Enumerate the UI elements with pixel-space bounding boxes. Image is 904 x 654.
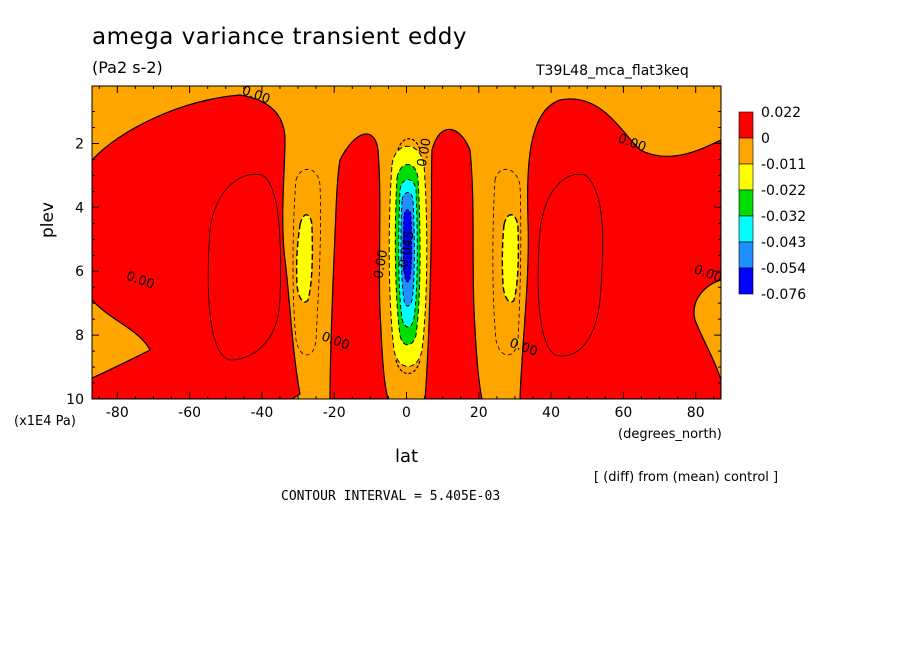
colorbar-label: -0.054 [761, 261, 806, 277]
contour-label: 0.00 [415, 137, 435, 168]
colorbar: 0.022 0 -0.011 -0.022 -0.032 -0.043 -0.054 -0.0… [738, 105, 806, 303]
y-axis-units: (x1E4 Pa) [14, 414, 76, 429]
red-region-left-outer [92, 94, 301, 399]
colorbar-swatch [738, 163, 754, 191]
y-tick-label: 4 [75, 200, 84, 216]
contour-label: 0.00 [371, 249, 391, 280]
x-tick-label: 60 [614, 405, 632, 421]
x-tick-label: -40 [250, 405, 273, 421]
contour-line [537, 173, 604, 357]
red-region-right-inner [424, 128, 483, 399]
x-tick-label: 40 [542, 405, 560, 421]
contour-line-dashed [395, 138, 421, 375]
x-tick-label: -80 [106, 405, 129, 421]
colorbar-swatch [738, 189, 754, 217]
diff-note: [ (diff) from (mean) control ] [594, 470, 779, 485]
contour-label: -0.045 [396, 230, 418, 274]
chart-title: amega variance transient eddy [92, 24, 468, 50]
colorbar-label: -0.076 [761, 287, 806, 303]
colorbar-label: -0.032 [761, 209, 806, 225]
x-tick-label: -60 [178, 405, 201, 421]
colorbar-swatch [738, 267, 754, 295]
x-tick-label: 0 [402, 405, 411, 421]
x-axis-units: (degrees_north) [618, 427, 722, 442]
x-tick-label: 80 [687, 405, 705, 421]
yellow-minimum-right [501, 214, 520, 303]
x-axis-ticks: -80 -60 -40 -20 0 20 40 60 80 [98, 86, 715, 421]
yellow-minimum-left [295, 214, 314, 303]
colorbar-swatch [738, 241, 754, 269]
chart-units: (Pa2 s-2) [92, 58, 163, 77]
colorbar-swatch [738, 137, 754, 165]
colorbar-label: -0.022 [761, 183, 806, 199]
colorbar-label: -0.043 [761, 235, 806, 251]
contour-line [207, 173, 282, 361]
colorbar-label: 0.022 [761, 105, 801, 121]
run-id: T39L48_mca_flat3keq [536, 63, 689, 79]
x-tick-label: 20 [470, 405, 488, 421]
colorbar-swatch [738, 111, 754, 139]
y-axis-ticks: 2 4 6 8 10 [66, 111, 721, 408]
colorbar-label: 0 [761, 131, 770, 147]
x-tick-label: -20 [323, 405, 346, 421]
y-tick-label: 10 [66, 392, 84, 408]
colorbar-label: -0.011 [761, 157, 806, 173]
contour-interval: CONTOUR INTERVAL = 5.405E-03 [281, 489, 501, 504]
x-axis-label: lat [395, 446, 419, 467]
y-tick-label: 6 [75, 264, 84, 280]
equatorial-deep-blue-core [402, 209, 413, 283]
y-tick-label: 2 [75, 136, 84, 152]
contour-line-dashed [292, 168, 321, 356]
red-region-left-inner [329, 133, 389, 399]
y-tick-label: 8 [75, 328, 84, 344]
colorbar-swatch [738, 215, 754, 243]
red-region-right-outer [519, 98, 721, 399]
